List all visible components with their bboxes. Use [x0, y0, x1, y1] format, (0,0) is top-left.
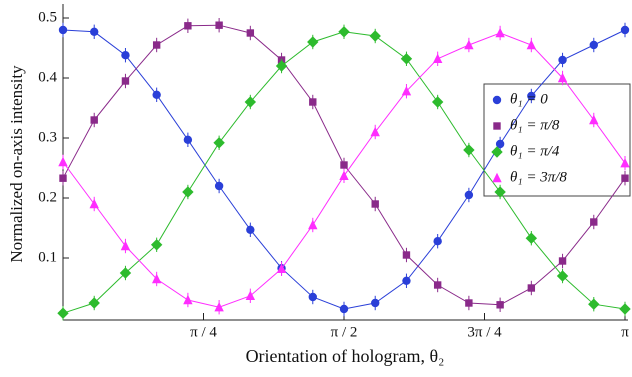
data-point — [244, 96, 257, 108]
data-point — [371, 200, 379, 208]
data-point — [90, 116, 98, 124]
y-tick-label: 0.4 — [38, 69, 57, 85]
data-point — [527, 284, 536, 292]
data-point — [556, 270, 569, 282]
data-point — [339, 304, 349, 314]
data-point — [495, 27, 505, 38]
data-point — [308, 219, 318, 230]
data-point — [182, 186, 194, 198]
data-point — [433, 281, 442, 289]
data-point — [150, 239, 163, 251]
data-point — [527, 91, 536, 101]
data-point — [152, 41, 161, 49]
data-point — [152, 90, 161, 100]
data-point — [275, 60, 288, 72]
data-point — [463, 144, 475, 156]
data-point — [183, 135, 193, 144]
x-tick-label: 3π / 4 — [467, 324, 502, 340]
data-point — [464, 190, 474, 200]
data-point — [402, 251, 411, 259]
data-point — [465, 299, 473, 307]
legend-label: θ₁ = 3π/8 — [510, 169, 567, 185]
x-tick-label: π / 2 — [331, 324, 358, 340]
data-point — [401, 86, 412, 96]
data-point — [58, 156, 68, 167]
data-point — [151, 273, 162, 284]
data-point — [620, 25, 630, 35]
y-tick-label: 0.1 — [38, 249, 57, 265]
y-tick-label: 0.3 — [38, 129, 57, 145]
y-tick-label: 0.5 — [38, 9, 57, 25]
legend-box — [483, 83, 631, 197]
legend-marker — [491, 146, 503, 158]
data-point — [588, 298, 600, 310]
data-point — [525, 232, 538, 244]
data-point — [184, 22, 192, 30]
data-point — [119, 267, 132, 279]
legend-label: θ₁ = π/4 — [510, 143, 560, 159]
data-point — [433, 237, 442, 246]
data-point — [276, 263, 287, 273]
data-point — [245, 290, 256, 300]
x-tick-label: π / 4 — [190, 324, 217, 340]
data-point — [621, 174, 629, 182]
data-point — [371, 298, 380, 308]
data-point — [370, 126, 380, 137]
data-point — [89, 198, 99, 209]
data-point — [90, 27, 99, 36]
data-point — [558, 55, 567, 65]
data-point — [369, 30, 381, 42]
data-point — [495, 139, 505, 149]
data-point — [338, 26, 350, 38]
data-point — [308, 292, 317, 302]
data-point — [120, 240, 131, 251]
data-point — [215, 21, 223, 29]
legend-marker — [492, 172, 502, 183]
data-point — [183, 294, 193, 305]
y-axis-label: Normalized on-axis intensity — [7, 65, 26, 263]
data-point — [309, 98, 317, 106]
data-point — [59, 174, 67, 182]
data-point — [402, 276, 411, 285]
data-point — [432, 53, 443, 63]
data-point — [400, 53, 413, 65]
data-point — [557, 72, 568, 83]
data-point — [494, 186, 506, 198]
data-point — [213, 137, 225, 149]
y-tick-label: 0.2 — [38, 189, 57, 205]
data-point — [307, 36, 319, 48]
x-axis-label: Orientation of hologram, θ₂ — [246, 346, 445, 366]
legend-label: θ₁ = π/8 — [510, 117, 560, 133]
legend-label: θ₁ = 0 — [510, 91, 548, 107]
data-point — [464, 39, 474, 50]
data-point — [246, 29, 255, 37]
data-point — [246, 225, 255, 234]
data-point — [589, 114, 599, 125]
data-point — [88, 297, 100, 309]
data-point — [121, 51, 130, 60]
data-point — [526, 39, 537, 50]
data-point — [57, 307, 69, 319]
data-point — [339, 170, 349, 180]
data-point — [58, 25, 68, 35]
legend-marker — [492, 95, 502, 105]
data-point — [589, 40, 598, 50]
data-point — [590, 218, 598, 226]
data-point — [431, 96, 444, 108]
data-point — [496, 301, 504, 309]
data-point — [558, 257, 567, 265]
data-point — [214, 181, 224, 191]
data-point — [620, 158, 630, 168]
legend-marker — [493, 122, 501, 130]
x-tick-label: π — [621, 324, 629, 340]
data-point — [619, 303, 631, 315]
data-point — [214, 302, 224, 312]
data-point — [340, 161, 348, 169]
data-point — [121, 77, 130, 85]
